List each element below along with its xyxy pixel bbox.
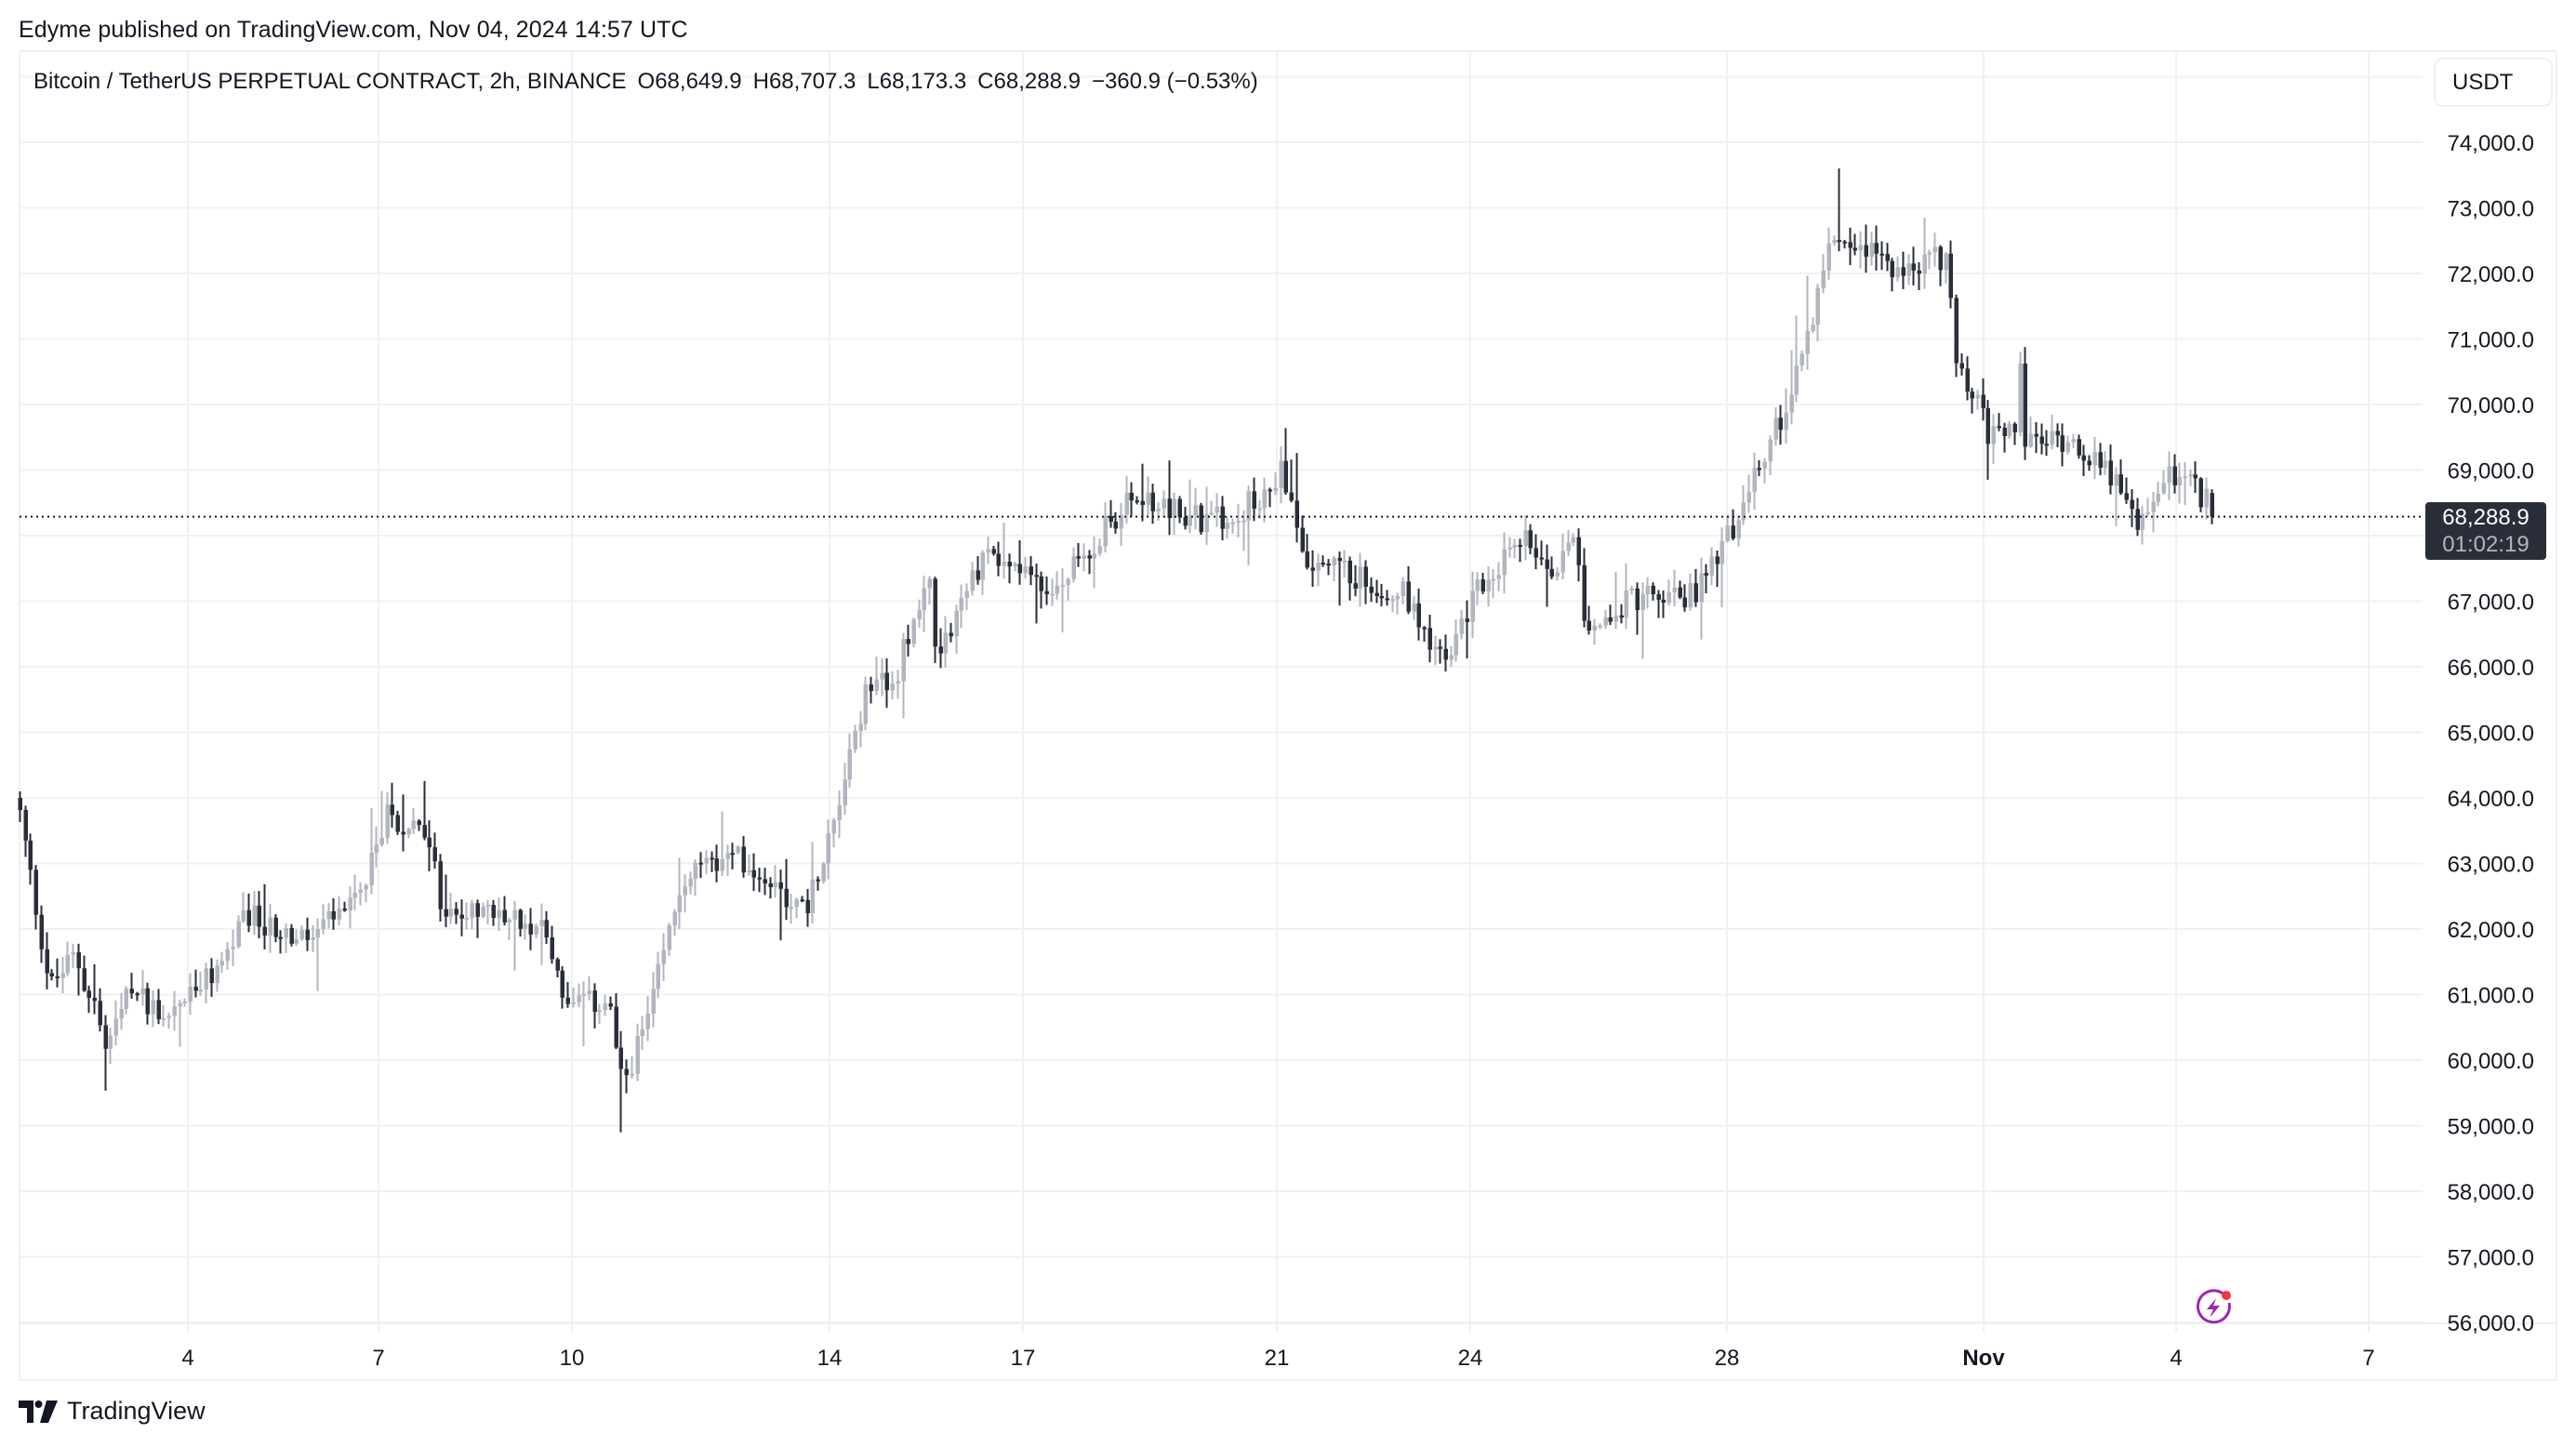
y-tick-label: 61,000.0 bbox=[2448, 984, 2534, 1009]
y-tick-label: 57,000.0 bbox=[2448, 1246, 2534, 1271]
x-tick-label: 4 bbox=[2170, 1346, 2182, 1371]
x-tick-label: 17 bbox=[1011, 1346, 1036, 1371]
tradingview-logo-icon bbox=[19, 1400, 58, 1423]
x-tick-label: 7 bbox=[2362, 1346, 2374, 1371]
x-tick-label: 4 bbox=[181, 1346, 193, 1371]
x-tick-label: 7 bbox=[372, 1346, 384, 1371]
y-tick-label: 66,000.0 bbox=[2448, 656, 2534, 681]
last-price-value: 68,288.9 bbox=[2442, 505, 2530, 530]
publisher-line: Edyme published on TradingView.com, Nov … bbox=[19, 17, 688, 43]
y-tick-label: 70,000.0 bbox=[2448, 393, 2534, 418]
ohlc-high: H68,707.3 bbox=[752, 69, 856, 94]
currency-button[interactable]: USDT bbox=[2434, 58, 2553, 107]
y-tick-label: 73,000.0 bbox=[2448, 197, 2534, 222]
x-tick-label: 14 bbox=[817, 1346, 843, 1371]
x-tick-label: 28 bbox=[1715, 1346, 1740, 1371]
y-tick-label: 62,000.0 bbox=[2448, 918, 2534, 943]
x-tick-label: 24 bbox=[1458, 1346, 1483, 1371]
y-tick-label: 74,000.0 bbox=[2448, 131, 2534, 156]
lightning-alert-icon[interactable] bbox=[2193, 1286, 2236, 1329]
ohlc-low: L68,173.3 bbox=[867, 69, 967, 94]
ohlc-change: −360.9 (−0.53%) bbox=[1091, 69, 1258, 94]
x-tick-label: Nov bbox=[1962, 1346, 2005, 1371]
y-tick-label: 65,000.0 bbox=[2448, 722, 2534, 747]
ohlc-open: O68,649.9 bbox=[637, 69, 742, 94]
bar-countdown: 01:02:19 bbox=[2442, 532, 2530, 557]
x-tick-label: 21 bbox=[1265, 1346, 1290, 1371]
y-tick-label: 63,000.0 bbox=[2448, 853, 2534, 878]
tradingview-brand[interactable]: TradingView bbox=[19, 1397, 206, 1426]
chart-frame bbox=[19, 50, 2557, 1381]
brand-name: TradingView bbox=[67, 1397, 206, 1425]
symbol-title[interactable]: Bitcoin / TetherUS PERPETUAL CONTRACT, 2… bbox=[33, 69, 627, 94]
y-tick-label: 64,000.0 bbox=[2448, 787, 2534, 812]
candles bbox=[18, 168, 2214, 1133]
ohlc-close: C68,288.9 bbox=[977, 69, 1081, 94]
y-tick-label: 59,000.0 bbox=[2448, 1115, 2534, 1140]
y-tick-label: 60,000.0 bbox=[2448, 1049, 2534, 1074]
symbol-legend: Bitcoin / TetherUS PERPETUAL CONTRACT, 2… bbox=[33, 69, 1269, 95]
x-tick-label: 10 bbox=[560, 1346, 585, 1371]
y-tick-label: 72,000.0 bbox=[2448, 262, 2534, 287]
y-tick-label: 67,000.0 bbox=[2448, 591, 2534, 616]
y-tick-label: 56,000.0 bbox=[2448, 1311, 2534, 1336]
y-tick-label: 71,000.0 bbox=[2448, 328, 2534, 353]
y-tick-label: 58,000.0 bbox=[2448, 1180, 2534, 1205]
y-tick-label: 69,000.0 bbox=[2448, 459, 2534, 485]
last-price-label: 68,288.9 01:02:19 bbox=[2425, 502, 2546, 560]
